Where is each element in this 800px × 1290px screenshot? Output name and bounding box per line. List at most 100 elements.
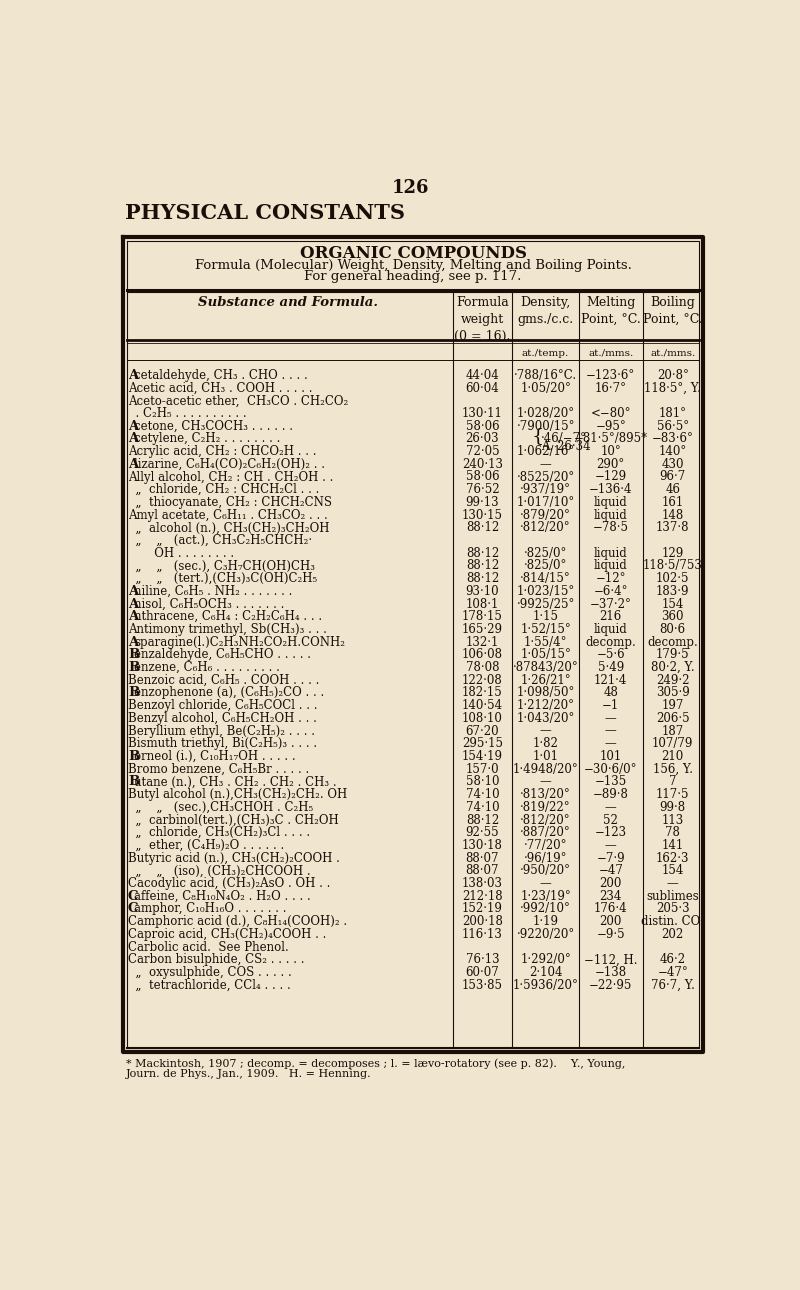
Text: 92·55: 92·55: [466, 826, 499, 840]
Text: 140·54: 140·54: [462, 699, 503, 712]
Text: liquid: liquid: [594, 508, 628, 521]
Text: sublimes: sublimes: [646, 890, 699, 903]
Text: Boiling
Point, °C.: Boiling Point, °C.: [643, 295, 702, 325]
Text: 210: 210: [662, 749, 684, 762]
Text: at./mms.: at./mms.: [650, 348, 695, 357]
Text: Substance and Formula.: Substance and Formula.: [198, 295, 378, 308]
Text: −9·5: −9·5: [597, 928, 625, 940]
Text: −47°: −47°: [658, 966, 688, 979]
Text: 1·023/15°: 1·023/15°: [517, 584, 574, 597]
Text: 78: 78: [666, 826, 680, 840]
Text: 290°: 290°: [597, 458, 625, 471]
Text: „    „   (iso), (CH₃)₂CHCOOH .: „ „ (iso), (CH₃)₂CHCOOH .: [128, 864, 310, 877]
Text: 108·10: 108·10: [462, 712, 503, 725]
Text: 96·7: 96·7: [659, 471, 686, 484]
Text: Benzoyl chloride, C₆H₅COCl . . .: Benzoyl chloride, C₆H₅COCl . . .: [128, 699, 318, 712]
Text: 48: 48: [603, 686, 618, 699]
Text: ·9220/20°: ·9220/20°: [517, 928, 574, 940]
Text: 1·4948/20°: 1·4948/20°: [513, 762, 578, 775]
Text: cetylene, C₂H₂ . . . . . . . .: cetylene, C₂H₂ . . . . . . . .: [134, 432, 281, 445]
Text: −123·6°: −123·6°: [586, 369, 635, 382]
Text: 430: 430: [662, 458, 684, 471]
Text: 154: 154: [662, 864, 684, 877]
Text: ·992/10°: ·992/10°: [520, 903, 571, 916]
Text: 140°: 140°: [658, 445, 687, 458]
Text: Cacodylic acid, (CH₃)₂AsO . OH . .: Cacodylic acid, (CH₃)₂AsO . OH . .: [128, 877, 330, 890]
Text: 46: 46: [666, 484, 680, 497]
Text: −138: −138: [594, 966, 626, 979]
Text: 26·03: 26·03: [466, 432, 499, 445]
Text: −12°: −12°: [595, 573, 626, 586]
Text: „  tetrachloride, CCl₄ . . . .: „ tetrachloride, CCl₄ . . . .: [128, 979, 290, 992]
Text: 113: 113: [662, 814, 684, 827]
Text: Camphoric acid (d.), C₈H₁₄(COOH)₂ .: Camphoric acid (d.), C₈H₁₄(COOH)₂ .: [128, 915, 347, 929]
Text: ·812/20°: ·812/20°: [520, 814, 571, 827]
Text: −47: −47: [598, 864, 623, 877]
Text: 99·8: 99·8: [660, 801, 686, 814]
Text: „    „   (tert.),(CH₃)₃C(OH)C₂H₅: „ „ (tert.),(CH₃)₃C(OH)C₂H₅: [128, 573, 317, 586]
Text: 141: 141: [662, 838, 684, 851]
Text: cetaldehyde, CH₃ . CHO . . . .: cetaldehyde, CH₃ . CHO . . . .: [134, 369, 308, 382]
Text: ·813/20°: ·813/20°: [520, 788, 571, 801]
Text: OH . . . . . . . .: OH . . . . . . . .: [128, 547, 234, 560]
Text: 46·2: 46·2: [660, 953, 686, 966]
Text: 197: 197: [662, 699, 684, 712]
Text: ·77/20°: ·77/20°: [524, 838, 567, 851]
Text: „  carbinol(tert.),(CH₃)₃C . CH₂OH: „ carbinol(tert.),(CH₃)₃C . CH₂OH: [128, 814, 338, 827]
Text: 154: 154: [662, 597, 684, 610]
Text: 178·15: 178·15: [462, 610, 503, 623]
Text: 1·043/20°: 1·043/20°: [517, 712, 575, 725]
Text: 99·13: 99·13: [466, 495, 499, 510]
Text: Bromo benzene, C₆H₅Br . . . . .: Bromo benzene, C₆H₅Br . . . . .: [128, 762, 309, 775]
Text: 102·5: 102·5: [656, 573, 690, 586]
Text: amphor, C₁₀H₁₆O . . . . . . .: amphor, C₁₀H₁₆O . . . . . . .: [134, 903, 286, 916]
Text: A: A: [128, 369, 138, 382]
Text: 200·18: 200·18: [462, 915, 503, 929]
Text: nisol, C₆H₅OCH₃ . . . . . . .: nisol, C₆H₅OCH₃ . . . . . . .: [134, 597, 285, 610]
Text: 176·4: 176·4: [594, 903, 627, 916]
Text: 200: 200: [599, 877, 622, 890]
Text: 108·1: 108·1: [466, 597, 499, 610]
Text: —: —: [540, 458, 551, 471]
Text: 205·3: 205·3: [656, 903, 690, 916]
Text: 1·26/21°: 1·26/21°: [520, 673, 571, 686]
Text: <−80°: <−80°: [590, 406, 631, 421]
Text: 118·5°, Y.: 118·5°, Y.: [644, 382, 701, 395]
Text: 52: 52: [603, 814, 618, 827]
Text: decomp.: decomp.: [647, 636, 698, 649]
Text: 1·52/15°: 1·52/15°: [520, 623, 571, 636]
Text: −95°: −95°: [595, 419, 626, 432]
Text: 181°: 181°: [658, 406, 686, 421]
Text: 117·5: 117·5: [656, 788, 690, 801]
Text: 126: 126: [391, 179, 429, 197]
Text: 101: 101: [600, 749, 622, 762]
Text: ·7900/15°: ·7900/15°: [516, 419, 575, 432]
Text: 56·5°: 56·5°: [657, 419, 689, 432]
Text: Acrylic acid, CH₂ : CHCO₂H . . .: Acrylic acid, CH₂ : CHCO₂H . . .: [128, 445, 316, 458]
Text: „  ether, (C₄H₉)₂O . . . . . .: „ ether, (C₄H₉)₂O . . . . . .: [128, 838, 284, 851]
Text: 216: 216: [600, 610, 622, 623]
Text: sparagine(l.)C₂H₃NH₂CO₂H.CONH₂: sparagine(l.)C₂H₃NH₂CO₂H.CONH₂: [134, 636, 345, 649]
Text: 1·55/4°: 1·55/4°: [524, 636, 567, 649]
Text: 295·15: 295·15: [462, 738, 503, 751]
Text: 130·15: 130·15: [462, 508, 503, 521]
Text: 1·017/10°: 1·017/10°: [517, 495, 574, 510]
Text: B: B: [128, 660, 139, 675]
Text: ·87843/20°: ·87843/20°: [513, 660, 578, 675]
Text: For general heading, see p. 117.: For general heading, see p. 117.: [305, 271, 522, 284]
Text: . C₂H₅ . . . . . . . . . .: . C₂H₅ . . . . . . . . . .: [128, 406, 246, 421]
Text: 179·5: 179·5: [656, 649, 690, 662]
Text: 1·098/50°: 1·098/50°: [517, 686, 575, 699]
Text: —: —: [605, 712, 617, 725]
Text: 2·104: 2·104: [529, 966, 562, 979]
Text: ·937/19°: ·937/19°: [520, 484, 571, 497]
Text: Benzoic acid, C₆H₅ . COOH . . . .: Benzoic acid, C₆H₅ . COOH . . . .: [128, 673, 319, 686]
Text: 360: 360: [662, 610, 684, 623]
Text: —: —: [605, 801, 617, 814]
Text: −1: −1: [602, 699, 619, 712]
Text: 121·4: 121·4: [594, 673, 627, 686]
Text: 1·062/16°: 1·062/16°: [517, 445, 574, 458]
Text: —: —: [667, 877, 678, 890]
Text: 153·85: 153·85: [462, 979, 503, 992]
Text: —: —: [540, 725, 551, 738]
